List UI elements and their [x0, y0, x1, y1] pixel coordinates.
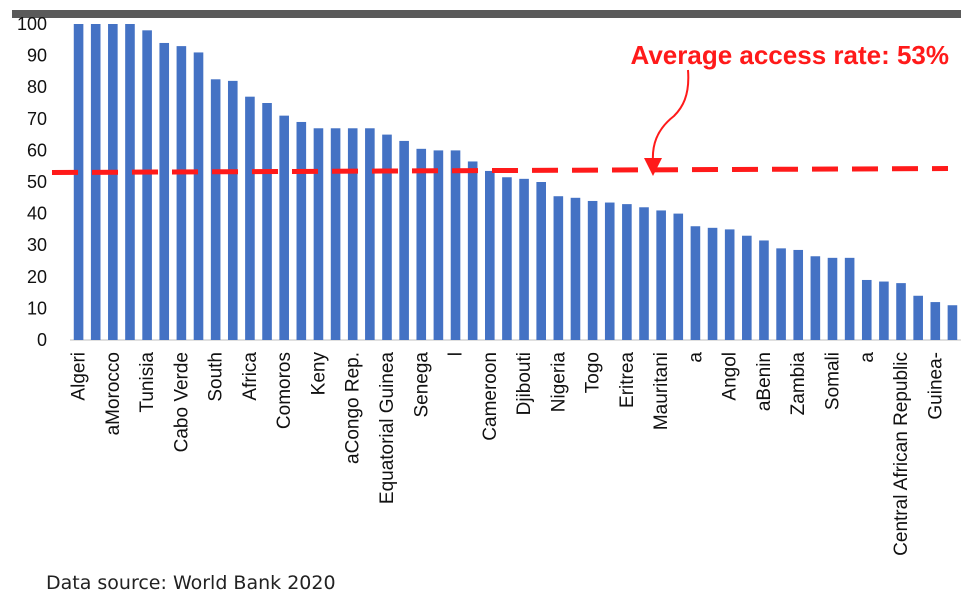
bar: [896, 283, 906, 340]
bar: [90, 24, 101, 340]
bar: [347, 128, 358, 340]
bar: [587, 200, 598, 340]
bar: [382, 134, 392, 340]
bar: [707, 227, 718, 340]
bar: [879, 281, 889, 340]
y-tick-label: 70: [27, 109, 47, 129]
annotation-arrow: [651, 69, 690, 163]
y-tick-label: 90: [27, 46, 47, 66]
bar: [485, 170, 495, 340]
y-tick-label: 0: [37, 330, 47, 350]
x-tick-label: Nigeria: [548, 352, 569, 413]
bar: [125, 24, 135, 340]
x-tick-label: aBenin: [754, 352, 775, 411]
y-tick-label: 30: [27, 235, 47, 255]
y-axis: 0 10 20 30 40 50 60 70 80 90 100: [17, 14, 47, 350]
y-tick-label: 80: [27, 77, 47, 97]
bar: [176, 46, 187, 341]
bar: [73, 24, 84, 340]
x-tick-label: Comoros: [274, 352, 295, 429]
y-tick-label: 10: [27, 298, 47, 318]
y-tick-label: 40: [27, 204, 47, 224]
x-tick-label: Somali: [822, 352, 843, 410]
average-annotation-label: Average access rate: 53%: [631, 40, 949, 70]
bar-series: [73, 24, 958, 341]
bar: [536, 182, 546, 340]
bar: [313, 128, 324, 340]
bar: [210, 79, 221, 341]
x-tick-label: Zambia: [788, 352, 809, 416]
y-tick-label: 100: [17, 14, 47, 34]
data-source-note: Data source: World Bank 2020: [46, 572, 336, 594]
bar: [690, 226, 701, 340]
bar: [227, 80, 238, 340]
bar: [262, 103, 272, 340]
bar: [142, 30, 152, 340]
y-tick-label: 50: [27, 172, 47, 192]
bar: [108, 24, 118, 340]
x-tick-label: Guinea-: [925, 352, 946, 420]
annotation-arrowhead: [644, 158, 662, 176]
bar: [296, 121, 307, 341]
bar: [793, 249, 804, 340]
bar: [467, 161, 478, 340]
bar: [159, 42, 170, 341]
x-tick-label: aCongo Rep.: [343, 352, 364, 464]
x-tick-label: Cabo Verde: [171, 352, 192, 452]
x-tick-label: a: [857, 352, 878, 363]
bar: [656, 210, 666, 340]
bar: [776, 248, 786, 340]
bar: [553, 196, 564, 340]
x-tick-label: South: [206, 352, 227, 402]
x-tick-label: Eritrea: [617, 352, 638, 408]
x-tick-label: Cameroon: [480, 352, 501, 441]
bar: [570, 197, 581, 340]
x-tick-label: Togo: [583, 352, 604, 393]
bar: [930, 302, 941, 340]
y-tick-label: 60: [27, 140, 47, 160]
bar: [810, 256, 821, 340]
bar: [639, 207, 649, 340]
bar: [193, 52, 204, 340]
x-tick-label: l: [446, 352, 467, 356]
x-tick-label: aMorocco: [103, 352, 124, 435]
y-tick-label: 20: [27, 267, 47, 287]
bar: [622, 204, 632, 340]
bar: [827, 257, 838, 340]
bar: [433, 150, 444, 340]
x-tick-label: a: [685, 352, 706, 363]
x-tick-label: Keny: [308, 352, 329, 396]
bar: [245, 96, 255, 341]
bar: [724, 229, 735, 340]
x-tick-label: Senega: [411, 352, 432, 418]
x-tick-label: Equatorial Guinea: [377, 352, 398, 505]
bar: [673, 213, 684, 340]
average-line: [51, 166, 949, 176]
bar: [947, 305, 958, 340]
x-axis: Algeri aMorocco Tunisia Cabo Verde South Afri…: [69, 352, 947, 556]
bar: [416, 148, 427, 340]
bar: [742, 235, 752, 340]
top-border-bar: [12, 10, 961, 18]
x-tick-label: Africa: [240, 352, 261, 401]
bar: [279, 115, 289, 340]
bar: [330, 128, 341, 340]
x-tick-label: Central African Republic: [891, 352, 912, 556]
x-tick-label: Mauritani: [651, 352, 672, 430]
bar: [604, 202, 615, 340]
bar: [519, 178, 529, 340]
x-tick-label: Tunisia: [137, 352, 158, 413]
bar: [502, 177, 512, 340]
bar: [844, 257, 855, 340]
bar: [399, 140, 409, 340]
bar: [450, 150, 461, 340]
bar: [365, 128, 375, 340]
x-tick-label: Algeri: [69, 352, 90, 401]
x-tick-label: Angol: [720, 352, 741, 401]
bar: [759, 240, 769, 340]
bar: [913, 295, 923, 340]
x-tick-label: Djibouti: [514, 352, 535, 415]
bar: [861, 279, 872, 340]
